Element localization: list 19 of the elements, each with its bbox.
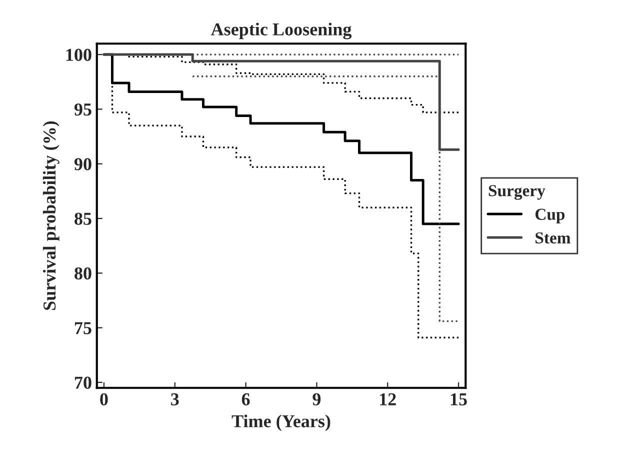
x-tick-label: 15 <box>450 393 467 406</box>
y-tick-label: 80 <box>74 267 92 280</box>
x-tick-label: 0 <box>100 393 108 406</box>
legend-label: Stem <box>536 232 570 244</box>
y-tick-label: 100 <box>66 48 92 61</box>
x-axis-title: Time (Years) <box>232 414 330 432</box>
legend-label: Cup <box>535 208 565 224</box>
x-tick-label: 12 <box>380 393 396 406</box>
y-tick-label: 70 <box>74 376 92 389</box>
y-axis-title: Survival probability (%) <box>42 121 60 310</box>
x-tick-label: 6 <box>242 393 250 406</box>
y-tick-label: 85 <box>74 212 92 225</box>
y-tick-label: 95 <box>74 103 92 116</box>
y-tick-label: 75 <box>74 322 92 334</box>
y-tick-label: 90 <box>74 158 92 170</box>
chart-title: Aseptic Loosening <box>210 22 352 40</box>
x-tick-label: 3 <box>171 393 179 406</box>
legend-title: Surgery <box>488 185 546 200</box>
x-tick-label: 9 <box>312 393 321 406</box>
